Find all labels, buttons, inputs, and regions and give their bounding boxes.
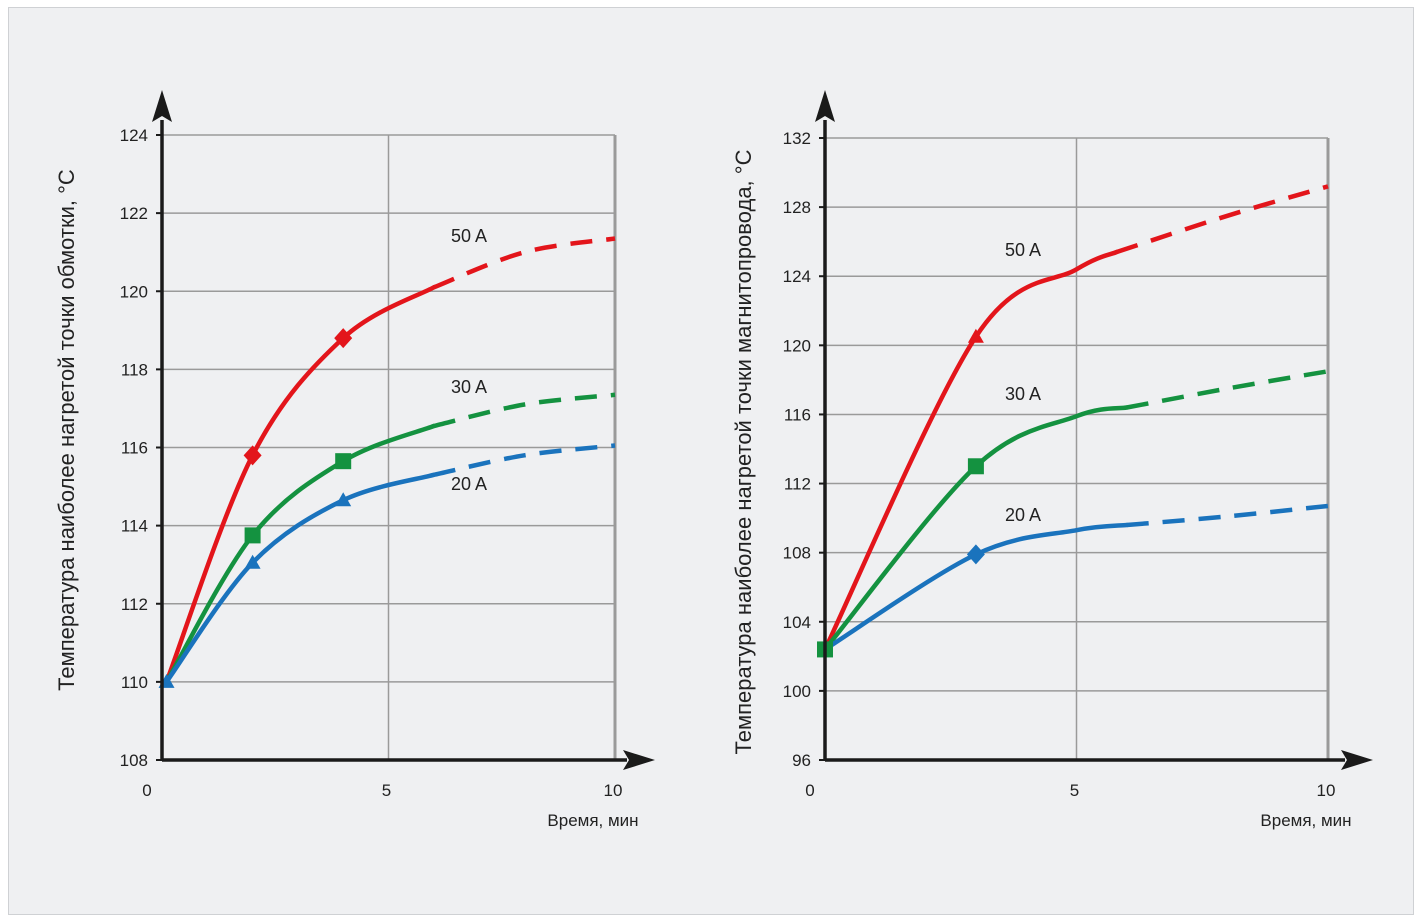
- x-tick-label: 0: [805, 781, 814, 800]
- y-axis-label: Температура наиболее нагретой точки обмо…: [54, 169, 79, 691]
- y-tick-label: 118: [121, 360, 148, 379]
- series-label: 20 A: [451, 474, 487, 494]
- triangle-marker: [335, 492, 352, 507]
- triangle-marker: [244, 554, 261, 569]
- triangle-marker: [967, 328, 984, 343]
- x-tick-label: 5: [382, 781, 391, 800]
- y-tick-label: 116: [784, 405, 811, 424]
- series-line-dashed: [1126, 503, 1329, 528]
- x-axis-arrow: [623, 750, 655, 770]
- y-tick-labels: 96 100 104 108 112 116 120 124 128 132: [783, 129, 825, 770]
- y-tick-label: 104: [783, 613, 811, 632]
- x-tick-labels: 0 5 10: [142, 781, 622, 800]
- y-tick-label: 96: [792, 751, 811, 770]
- series-line-dashed: [433, 392, 616, 429]
- series-line-solid: [164, 472, 437, 685]
- y-tick-label: 108: [120, 751, 148, 770]
- diamond-marker: [966, 544, 985, 565]
- series-markers: [158, 328, 353, 688]
- axes: [152, 90, 655, 770]
- series-label: 50 A: [451, 226, 487, 246]
- y-tick-label: 114: [121, 517, 148, 536]
- square-marker: [244, 527, 261, 544]
- chart-winding-temperature: 108 110 112 114 116 118 120 122 124 0 5 10 50 A 30 …: [54, 90, 655, 830]
- y-tick-label: 124: [783, 267, 811, 286]
- y-axis-label: Температура наиболее нагретой точки магн…: [731, 149, 756, 754]
- series-line-solid: [822, 405, 1130, 652]
- x-tick-label: 10: [1317, 781, 1336, 800]
- y-tick-label: 128: [783, 198, 811, 217]
- chart-core-temperature: 96 100 104 108 112 116 120 124 128 132 0 5 10 50 A 3…: [731, 90, 1373, 830]
- x-tick-labels: 0 5 10: [805, 781, 1335, 800]
- series-line-solid: [164, 423, 437, 685]
- y-tick-label: 116: [121, 439, 148, 458]
- x-tick-label: 10: [604, 781, 623, 800]
- series-line-dashed: [433, 443, 616, 478]
- y-tick-label: 120: [120, 282, 148, 301]
- square-marker: [335, 453, 352, 470]
- series-line-dashed: [1126, 369, 1329, 410]
- x-axis-label: Время, мин: [1260, 811, 1351, 830]
- x-tick-label: 0: [142, 781, 151, 800]
- y-tick-label: 108: [783, 544, 811, 563]
- series-line-solid: [822, 522, 1130, 652]
- y-tick-label: 100: [783, 682, 811, 701]
- series-line-solid: [822, 249, 1119, 652]
- diamond-marker: [243, 445, 262, 466]
- series-line-solid: [164, 285, 437, 685]
- grid: [825, 137, 1330, 760]
- series-lines: [164, 236, 616, 685]
- y-tick-label: 124: [120, 126, 148, 145]
- series-label: 30 A: [1005, 384, 1041, 404]
- y-tick-label: 132: [783, 129, 811, 148]
- y-axis-arrow: [152, 90, 172, 122]
- y-tick-label: 112: [121, 595, 148, 614]
- series-label: 20 A: [1005, 505, 1041, 525]
- series-line-dashed: [1116, 184, 1329, 255]
- axes: [815, 90, 1373, 770]
- diamond-marker: [334, 328, 353, 349]
- y-tick-label: 122: [120, 204, 148, 223]
- y-tick-label: 112: [784, 475, 811, 494]
- x-tick-label: 5: [1070, 781, 1079, 800]
- series-label: 50 A: [1005, 240, 1041, 260]
- series-label: 30 A: [451, 377, 487, 397]
- y-tick-label: 110: [121, 673, 148, 692]
- series-labels: 50 A 30 A 20 A: [451, 226, 487, 494]
- y-tick-label: 120: [783, 336, 811, 355]
- series-labels: 50 A 30 A 20 A: [1005, 240, 1041, 525]
- square-marker: [967, 458, 984, 475]
- series-lines: [822, 184, 1329, 652]
- grid: [162, 134, 617, 760]
- y-tick-labels: 108 110 112 114 116 118 120 122 124: [120, 126, 162, 770]
- figure-panel: [8, 7, 1414, 915]
- y-axis-arrow: [815, 90, 835, 122]
- x-axis-arrow: [1341, 750, 1373, 770]
- x-axis-label: Время, мин: [547, 811, 638, 830]
